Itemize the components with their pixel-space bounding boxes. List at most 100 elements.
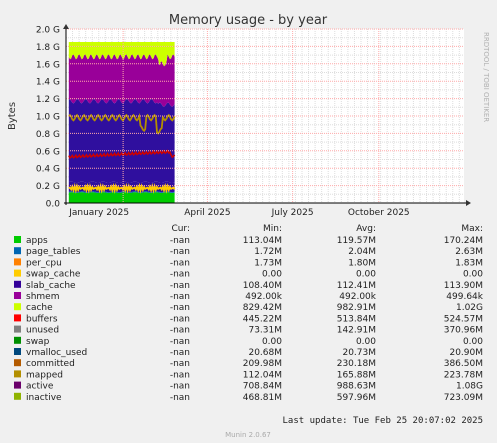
legend-name: committed (26, 359, 75, 369)
y-tick-label: 0.0 (46, 200, 61, 210)
legend-header-min: Min: (263, 224, 282, 234)
legend-max: 0.00 (463, 270, 483, 280)
y-axis-label: Bytes (7, 102, 18, 130)
legend-min: 468.81M (243, 393, 282, 403)
legend-cur: -nan (170, 314, 190, 324)
legend: Cur: Min: Avg: Max: apps -nan 113.04M 119.5… (14, 224, 484, 403)
y-tick-label: 1.8 G (36, 43, 60, 53)
legend-row-mapped: mapped -nan 112.04M 165.88M 223.78M (14, 370, 483, 380)
y-tick-label: 1.0 G (36, 113, 60, 123)
legend-max: 499.64k (446, 292, 483, 302)
major-grid (66, 28, 464, 203)
legend-name: page_tables (26, 247, 81, 257)
legend-avg: 112.41M (337, 281, 376, 291)
legend-cur: -nan (170, 382, 190, 392)
legend-swatch (14, 325, 21, 333)
y-tick-label: 0.8 G (36, 130, 60, 140)
legend-avg: 165.88M (337, 370, 376, 380)
legend-avg: 142.91M (337, 326, 376, 336)
area-page-tables (68, 191, 175, 193)
x-tick-label: October 2025 (348, 208, 410, 218)
legend-row-vmalloc-used: vmalloc_used -nan 20.68M 20.73M 20.90M (14, 348, 483, 358)
legend-avg: 20.73M (342, 348, 376, 358)
legend-swatch (14, 381, 21, 389)
legend-swatch (14, 303, 21, 311)
legend-max: 1.08G (456, 382, 483, 392)
legend-avg: 492.00k (339, 292, 376, 302)
legend-row-page-tables: page_tables -nan 1.72M 2.04M 2.63M (14, 247, 483, 257)
legend-min: 492.00k (245, 292, 282, 302)
legend-swatch (14, 269, 21, 277)
legend-name: cache (26, 303, 53, 313)
legend-header-cur: Cur: (171, 224, 190, 234)
legend-cur: -nan (170, 258, 190, 268)
legend-avg: 2.04M (348, 247, 376, 257)
area-cache (68, 99, 175, 183)
y-axis-arrow (63, 24, 69, 29)
legend-avg: 513.84M (337, 314, 376, 324)
legend-min: 112.04M (243, 370, 282, 380)
legend-name: swap (26, 337, 50, 347)
legend-name: swap_cache (26, 270, 81, 280)
legend-cur: -nan (170, 270, 190, 280)
legend-avg: 0.00 (356, 270, 376, 280)
y-tick-label: 0.6 G (36, 147, 60, 157)
legend-min: 209.98M (243, 359, 282, 369)
legend-cur: -nan (170, 393, 190, 403)
y-tick-label: 1.6 G (36, 60, 60, 70)
legend-max: 370.96M (444, 326, 483, 336)
legend-swatch (14, 292, 21, 299)
legend-row-shmem: shmem -nan 492.00k 492.00k 499.64k (14, 292, 484, 302)
legend-min: 445.22M (243, 314, 282, 324)
legend-min: 73.31M (248, 326, 282, 336)
legend-min: 0.00 (262, 270, 282, 280)
legend-cur: -nan (170, 303, 190, 313)
legend-min: 1.73M (254, 258, 282, 268)
legend-avg: 230.18M (337, 359, 376, 369)
y-tick-label: 0.2 G (36, 182, 60, 192)
legend-row-inactive: inactive -nan 468.81M 597.96M 723.09M (14, 392, 483, 403)
legend-swatch (14, 247, 21, 255)
x-tick-labels: January 2025 April 2025 July 2025 October 2… (68, 208, 409, 218)
legend-cur: -nan (170, 281, 190, 291)
legend-cur: -nan (170, 348, 190, 358)
legend-min: 108.40M (243, 281, 282, 291)
legend-avg: 1.80M (348, 258, 376, 268)
legend-name: vmalloc_used (26, 348, 87, 358)
legend-swatch (14, 370, 21, 378)
legend-header-max: Max: (461, 224, 483, 234)
x-tick-label: July 2025 (271, 208, 314, 218)
x-axis-arrow (466, 200, 471, 206)
legend-swatch (14, 314, 21, 322)
legend-max: 113.90M (444, 281, 483, 291)
legend-name: shmem (26, 292, 59, 302)
x-tick-label: April 2025 (184, 208, 230, 218)
chart-title: Memory usage - by year (169, 13, 328, 28)
legend-name: buffers (26, 314, 58, 324)
y-tick-label: 1.4 G (36, 78, 60, 88)
legend-max: 223.78M (444, 370, 483, 380)
y-tick-label: 2.0 G (36, 26, 60, 36)
watermark: RRDTOOL / TOBI OETIKER (482, 32, 490, 122)
legend-min: 708.84M (243, 382, 282, 392)
line-active (68, 112, 176, 135)
legend-row-swap: swap -nan 0.00 0.00 0.00 (14, 336, 483, 347)
legend-swatch (14, 348, 21, 355)
legend-swatch (14, 258, 21, 266)
munin-footer: Munin 2.0.67 (225, 431, 271, 439)
legend-max: 20.90M (449, 348, 483, 358)
legend-name: mapped (26, 370, 63, 380)
legend-max: 170.24M (444, 236, 483, 246)
legend-avg: 982.91M (337, 303, 376, 313)
legend-row-per-cpu: per_cpu -nan 1.73M 1.80M 1.83M (14, 258, 483, 268)
legend-cur: -nan (170, 292, 190, 302)
legend-name: unused (26, 326, 59, 336)
legend-row-apps: apps -nan 113.04M 119.57M 170.24M (14, 236, 483, 246)
area-buffers (68, 54, 175, 107)
legend-row-buffers: buffers -nan 445.22M 513.84M 524.57M (14, 314, 483, 324)
legend-min: 829.42M (243, 303, 282, 313)
legend-max: 1.02G (456, 303, 483, 313)
area-apps (68, 192, 175, 203)
legend-avg: 988.63M (337, 382, 376, 392)
legend-avg: 0.00 (356, 337, 376, 347)
